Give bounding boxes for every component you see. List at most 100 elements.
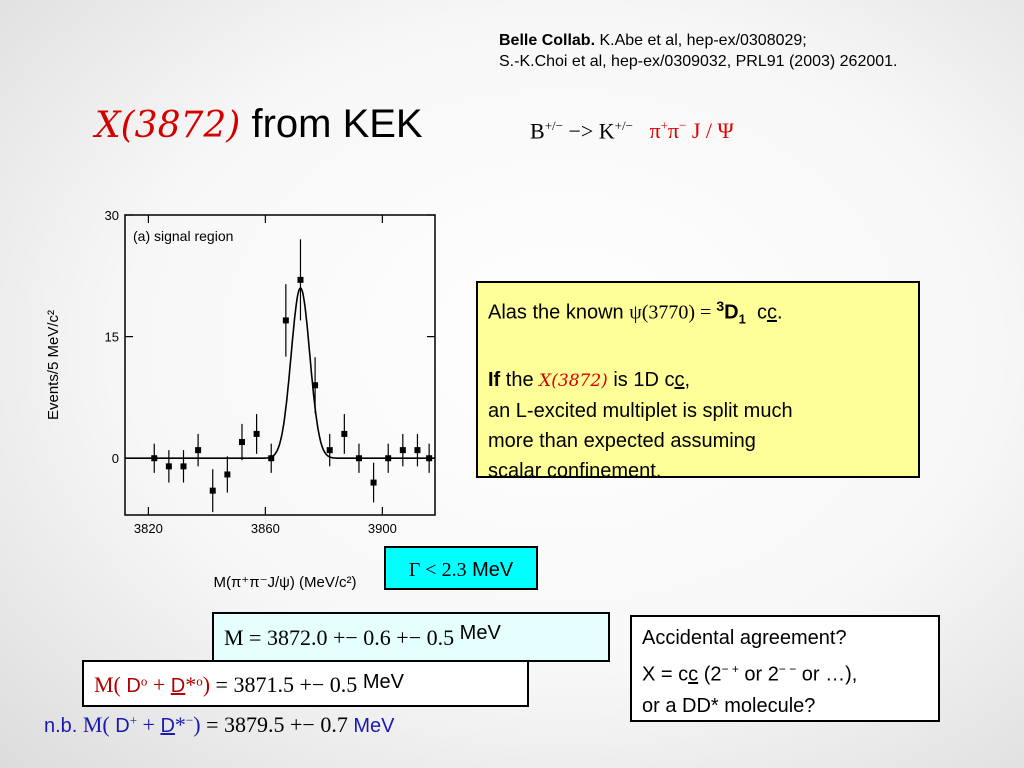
q-or2: or 2 — [738, 663, 779, 686]
n-m: M( — [94, 672, 127, 697]
pi-minus: π — [667, 118, 680, 144]
info-sup: 3 — [716, 298, 725, 314]
neutral-threshold-box: M( Do + D*o) = 3871.5 +− 0.5 MeV — [82, 660, 529, 707]
info-line2: If the X(3872) is 1D cc, — [488, 365, 908, 396]
c-unit: MeV — [347, 715, 395, 737]
width-box: Γ < 2.3 MeV — [384, 546, 538, 590]
data-point — [209, 487, 216, 494]
ref-line1: K.Abe et al, hep-ex/0308029; — [595, 32, 807, 49]
data-point — [414, 447, 421, 454]
n-dstar-sup: o — [196, 673, 203, 689]
slide-title: X(3872) from KEK — [95, 100, 423, 150]
x-axis-label: M(π⁺π⁻J/ψ) (MeV/c²) — [213, 574, 356, 590]
pi-plus-sup: + — [660, 118, 668, 133]
decay-b: B — [530, 118, 545, 144]
decay-formula: B+/− −> K+/− π+π− J / Ψ — [530, 118, 734, 144]
title-x-label: X(3872) — [95, 105, 241, 146]
q-2: (2 — [698, 663, 722, 686]
ref-line2: S.-K.Choi et al, hep-ex/0309032, PRL91 (… — [499, 53, 898, 70]
question-box: Accidental agreement? X = cc (2− + or 2−… — [630, 615, 940, 722]
data-point — [312, 382, 319, 389]
data-point — [238, 439, 245, 446]
info-comma: , — [684, 368, 691, 391]
n-dstar-tail: * — [185, 672, 197, 697]
q-sup2: − − — [778, 662, 797, 676]
data-point — [195, 447, 202, 454]
data-point — [341, 430, 348, 437]
q-or-etc: or …), — [796, 663, 858, 686]
nb-label: n.b. — [44, 715, 78, 737]
y-tick-label: 0 — [112, 451, 119, 466]
data-point — [180, 463, 187, 470]
info-line5: scalar confinement. — [488, 459, 662, 482]
y-axis-label: Events/5 MeV/c² — [45, 310, 62, 420]
n-close: ) — [202, 672, 211, 697]
data-point — [165, 463, 172, 470]
decay-k-sup: +/− — [614, 118, 633, 133]
q-sup1: − + — [721, 662, 739, 676]
x-tick-label: 3900 — [368, 521, 397, 536]
title-rest: from KEK — [240, 102, 423, 146]
reference-block: Belle Collab. K.Abe et al, hep-ex/030802… — [499, 30, 898, 72]
width-gamma: Γ < 2.3 — [408, 559, 467, 581]
n-unit: MeV — [357, 671, 404, 693]
c-eq: = 3879.5 +− 0.7 — [200, 712, 348, 737]
y-tick-label: 15 — [105, 330, 119, 345]
n-d0: D — [126, 675, 141, 697]
n-d0-sup: o — [140, 673, 148, 689]
info-spacer — [488, 335, 908, 365]
n-plus: + — [147, 672, 171, 697]
mass-spectrum-chart: 0 15 30 3820 3860 3900 (a) signal region Events… — [45, 208, 436, 590]
decay-b-sup: +/− — [544, 118, 563, 133]
n-dstar: D — [170, 675, 186, 697]
x-tick-label: 3820 — [134, 521, 163, 536]
charged-threshold-line: n.b. M( D+ + D*−) = 3879.5 +− 0.7 MeV — [44, 712, 395, 738]
data-point — [224, 471, 231, 478]
data-point — [326, 447, 333, 454]
decay-jpsi: J / Ψ — [686, 118, 734, 144]
q-line2: X = cc (2− + or 2− − or …), — [642, 654, 928, 691]
c-close: ) — [193, 712, 201, 737]
info-the: the — [500, 368, 540, 391]
data-point — [385, 455, 392, 462]
info-line4: more than expected assuming — [488, 429, 756, 452]
panel-label: (a) signal region — [133, 228, 233, 244]
n-eq: = 3871.5 +− 0.5 — [210, 672, 358, 697]
x-tick-label: 3860 — [251, 521, 280, 536]
y-tick-label: 30 — [105, 208, 119, 223]
c-dbar: D — [160, 715, 175, 737]
data-point — [370, 479, 377, 486]
mass-value: M = 3872.0 +− 0.6 +− 0.5 — [224, 625, 455, 650]
mass-unit: MeV — [454, 622, 501, 644]
info-box: Alas the known ψ(3770) = 3D1 cc. If the … — [476, 281, 920, 482]
data-point — [282, 317, 289, 324]
info-if: If — [488, 368, 501, 391]
c-dbar-sup: − — [185, 712, 194, 728]
data-point — [426, 455, 433, 462]
info-rest: is 1D c — [607, 368, 675, 391]
info-line1: Alas the known ψ(3770) = 3D1 cc. — [488, 291, 908, 335]
mass-box: M = 3872.0 +− 0.6 +− 0.5 MeV — [212, 612, 610, 662]
q-x-c: X = c — [642, 663, 689, 686]
decay-pions: π+π− J / Ψ — [638, 118, 733, 143]
c-plus: + — [137, 712, 161, 737]
decay-arrow: −> K — [562, 118, 615, 144]
width-unit: MeV — [466, 559, 514, 581]
c-dbar-tail: * — [174, 712, 186, 737]
c-d-sup: + — [129, 712, 138, 728]
info-c1: c — [756, 301, 767, 324]
collab-name: Belle Collab. — [499, 32, 596, 49]
info-psi: ψ(3770) = — [629, 301, 717, 324]
c-d: D — [115, 715, 130, 737]
plot-frame — [124, 214, 436, 516]
info-x: X(3872) — [539, 370, 608, 391]
data-point — [355, 455, 362, 462]
data-point — [297, 276, 304, 283]
pi-minus-sup: − — [679, 118, 687, 133]
q-line1: Accidental agreement? — [642, 627, 847, 649]
info-l1-text: Alas the known — [488, 301, 630, 324]
data-point — [268, 455, 275, 462]
info-l1-end: . — [776, 301, 783, 324]
info-cbar: c — [674, 368, 685, 391]
data-point — [253, 430, 260, 437]
